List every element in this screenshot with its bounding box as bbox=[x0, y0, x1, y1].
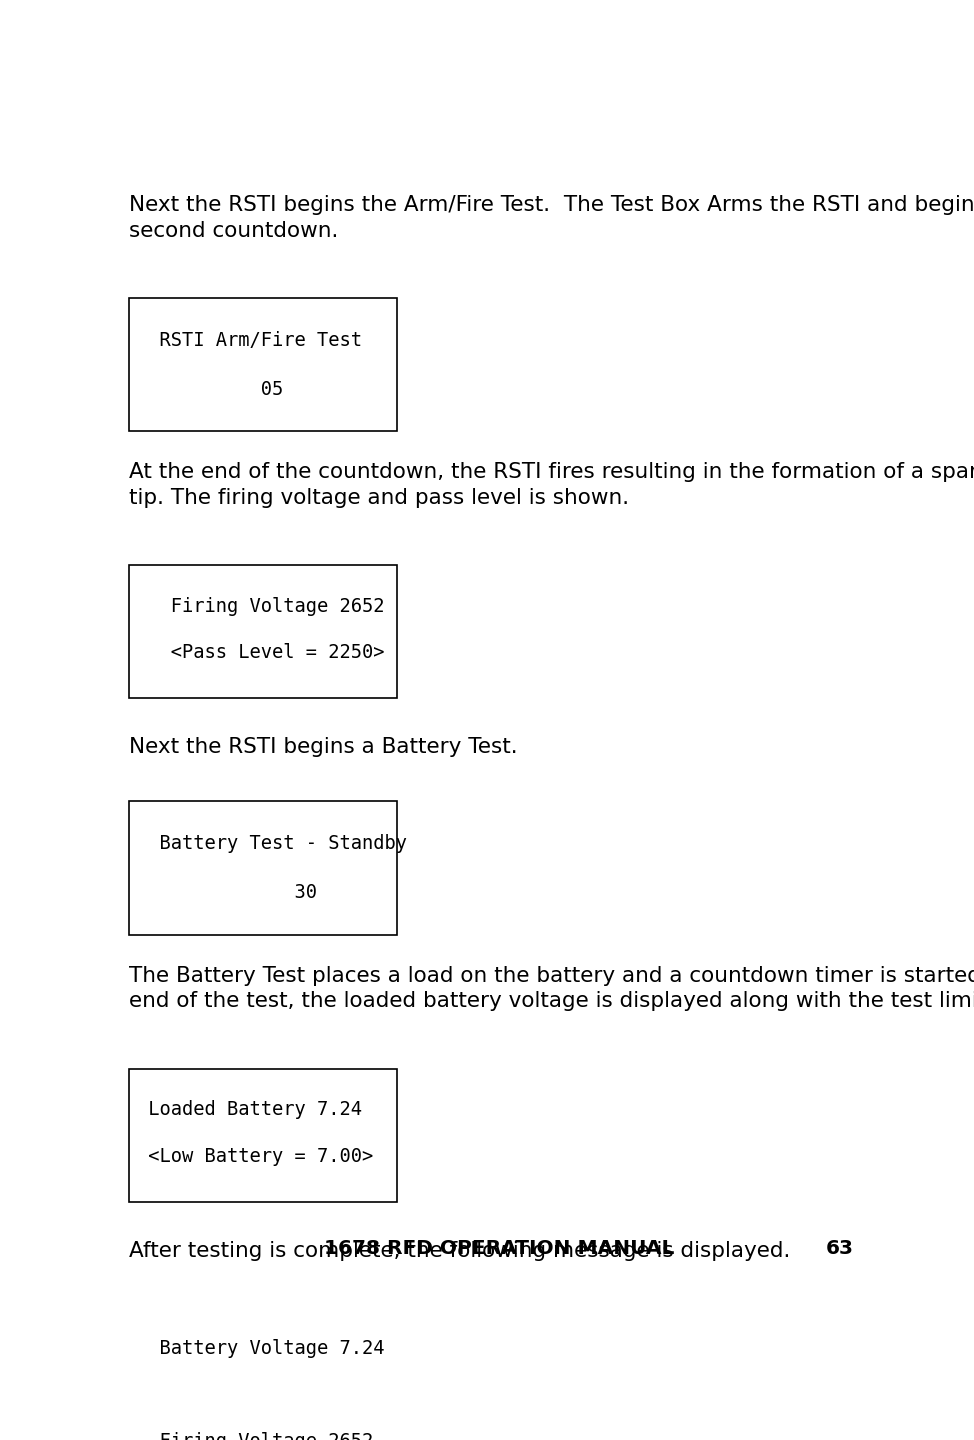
Text: Next the RSTI begins a Battery Test.: Next the RSTI begins a Battery Test. bbox=[130, 737, 518, 757]
Text: At the end of the countdown, the RSTI fires resulting in the formation of a spar: At the end of the countdown, the RSTI fi… bbox=[130, 462, 974, 508]
Text: Firing Voltage 2652: Firing Voltage 2652 bbox=[136, 596, 385, 616]
Text: Firing Voltage 2652: Firing Voltage 2652 bbox=[136, 1431, 373, 1440]
Text: 05: 05 bbox=[136, 380, 283, 399]
FancyBboxPatch shape bbox=[130, 1305, 397, 1440]
FancyBboxPatch shape bbox=[130, 298, 397, 431]
Text: The Battery Test places a load on the battery and a countdown timer is started. : The Battery Test places a load on the ba… bbox=[130, 966, 974, 1011]
Text: Battery Voltage 7.24: Battery Voltage 7.24 bbox=[136, 1339, 385, 1358]
FancyBboxPatch shape bbox=[130, 802, 397, 935]
Text: Loaded Battery 7.24: Loaded Battery 7.24 bbox=[136, 1100, 362, 1119]
Text: After testing is complete, the following message is displayed.: After testing is complete, the following… bbox=[130, 1241, 791, 1260]
Text: <Low Battery = 7.00>: <Low Battery = 7.00> bbox=[136, 1146, 373, 1166]
Text: 1678 RFD OPERATION MANUAL: 1678 RFD OPERATION MANUAL bbox=[324, 1238, 674, 1257]
FancyBboxPatch shape bbox=[130, 1068, 397, 1202]
Text: Next the RSTI begins the Arm/Fire Test.  The Test Box Arms the RSTI and begins 5: Next the RSTI begins the Arm/Fire Test. … bbox=[130, 194, 974, 240]
Text: Battery Test - Standby: Battery Test - Standby bbox=[136, 834, 407, 852]
FancyBboxPatch shape bbox=[130, 566, 397, 698]
Text: RSTI Arm/Fire Test: RSTI Arm/Fire Test bbox=[136, 331, 362, 350]
Text: 30: 30 bbox=[136, 883, 317, 901]
Text: <Pass Level = 2250>: <Pass Level = 2250> bbox=[136, 644, 385, 662]
Text: 63: 63 bbox=[826, 1238, 854, 1257]
